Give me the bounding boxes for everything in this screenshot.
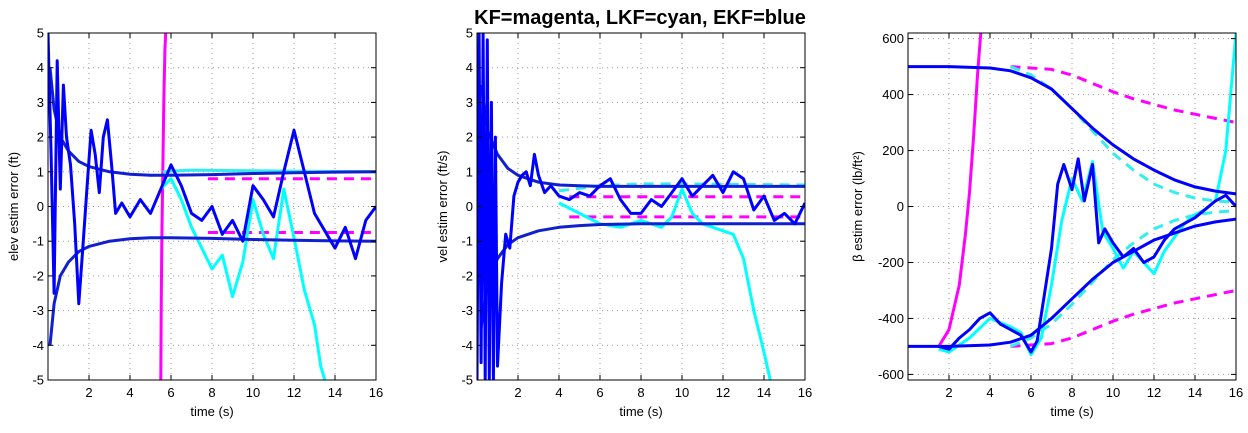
- figure-title: KF=magenta, LKF=cyan, EKF=blue: [474, 7, 806, 29]
- series-line-8: EKF -2sigma: [908, 217, 1236, 348]
- y-tick-label: 200: [882, 143, 904, 158]
- x-tick-label: 14: [757, 385, 771, 400]
- x-tick-label: 6: [167, 385, 174, 400]
- series-line-7: EKF +2sigma: [908, 65, 1236, 196]
- series-line-1: KF error: [937, 33, 983, 348]
- y-tick-label: 0: [37, 199, 44, 214]
- series-line-5: LKF -2sigma: [1009, 209, 1236, 348]
- x-tick-label: 14: [1188, 385, 1202, 400]
- x-tick-label: 16: [1229, 385, 1243, 400]
- y-axis-label: elev estim error (ft): [6, 152, 21, 261]
- x-axis-label: time (s): [1050, 404, 1093, 419]
- x-tick-label: 16: [798, 385, 812, 400]
- x-tick-label: 2: [514, 385, 521, 400]
- y-tick-label: 1: [466, 164, 473, 179]
- subplot-2: KF +2sigmaKF -2sigmaLKF +2sigmaLKF error…: [435, 26, 812, 420]
- series-line-9: EKF error: [938, 157, 1236, 354]
- y-tick-label: -200: [878, 255, 904, 270]
- x-tick-label: 16: [369, 385, 383, 400]
- y-tick-label: -2: [461, 268, 473, 283]
- x-tick-label: 8: [1068, 385, 1075, 400]
- y-tick-label: 0: [897, 199, 904, 214]
- x-tick-label: 10: [1106, 385, 1120, 400]
- series-line-7: EKF -2sigma: [48, 236, 376, 346]
- y-tick-label: -5: [461, 373, 473, 388]
- series-line-2: KF +2sigma: [1010, 65, 1236, 124]
- y-tick-label: 2: [466, 130, 473, 145]
- x-tick-label: 12: [1147, 385, 1161, 400]
- series-group: KF errorKF +2sigmaKF -2sigmaLKF +2sigmaL…: [48, 33, 376, 380]
- x-tick-label: 4: [986, 385, 993, 400]
- x-tick-label: 6: [1027, 385, 1034, 400]
- y-tick-label: -3: [461, 303, 473, 318]
- y-tick-label: -1: [461, 234, 473, 249]
- x-tick-label: 8: [637, 385, 644, 400]
- x-tick-label: 4: [555, 385, 562, 400]
- y-axis-label: vel estim error (ft/s): [435, 151, 450, 263]
- x-tick-label: 4: [126, 385, 133, 400]
- y-tick-label: 5: [466, 26, 473, 41]
- x-tick-label: 2: [945, 385, 952, 400]
- y-tick-label: 2: [37, 130, 44, 145]
- y-tick-label: 3: [466, 95, 473, 110]
- y-tick-label: 0: [466, 199, 473, 214]
- x-axis-label: time (s): [619, 404, 662, 419]
- y-tick-label: -400: [878, 311, 904, 326]
- x-tick-label: 2: [85, 385, 92, 400]
- subplot-3: KF errorKF +2sigmaKF -2sigmaLKF +2sigmaL…: [850, 31, 1243, 419]
- x-tick-label: 12: [716, 385, 730, 400]
- y-tick-label: 3: [37, 95, 44, 110]
- series-line-7: EKF error: [477, 33, 805, 380]
- series-line-4: LKF error: [558, 187, 772, 380]
- y-tick-label: 400: [882, 87, 904, 102]
- y-axis-label: β estim error (lb/ft²): [850, 151, 865, 262]
- y-tick-label: -5: [32, 373, 44, 388]
- y-tick-label: -4: [32, 338, 44, 353]
- y-tick-label: -3: [32, 303, 44, 318]
- x-tick-label: 6: [596, 385, 603, 400]
- y-tick-label: 4: [37, 60, 44, 75]
- y-tick-label: -1: [32, 234, 44, 249]
- x-tick-label: 8: [208, 385, 215, 400]
- x-tick-label: 12: [287, 385, 301, 400]
- x-tick-label: 10: [246, 385, 260, 400]
- series-group: KF errorKF +2sigmaKF -2sigmaLKF +2sigmaL…: [908, 33, 1236, 357]
- series-line-6: EKF -2sigma: [479, 222, 805, 329]
- y-tick-label: -2: [32, 268, 44, 283]
- y-tick-label: 600: [882, 31, 904, 46]
- series-group: KF +2sigmaKF -2sigmaLKF +2sigmaLKF error…: [477, 33, 805, 380]
- y-tick-label: 5: [37, 26, 44, 41]
- series-line-8: EKF error: [48, 33, 376, 306]
- x-axis-label: time (s): [190, 404, 233, 419]
- y-tick-label: -4: [461, 338, 473, 353]
- x-tick-label: 10: [675, 385, 689, 400]
- series-line-3: KF -2sigma: [1010, 289, 1236, 348]
- y-tick-label: 1: [37, 164, 44, 179]
- subplot-1: KF errorKF +2sigmaKF -2sigmaLKF +2sigmaL…: [6, 26, 383, 420]
- series-line-5: EKF +2sigma: [479, 84, 805, 188]
- x-tick-label: 14: [328, 385, 342, 400]
- plot-area: [908, 33, 1236, 380]
- series-line-5: LKF error: [159, 177, 327, 380]
- plot-area: [477, 33, 805, 380]
- y-tick-label: 4: [466, 60, 473, 75]
- y-tick-label: -600: [878, 367, 904, 382]
